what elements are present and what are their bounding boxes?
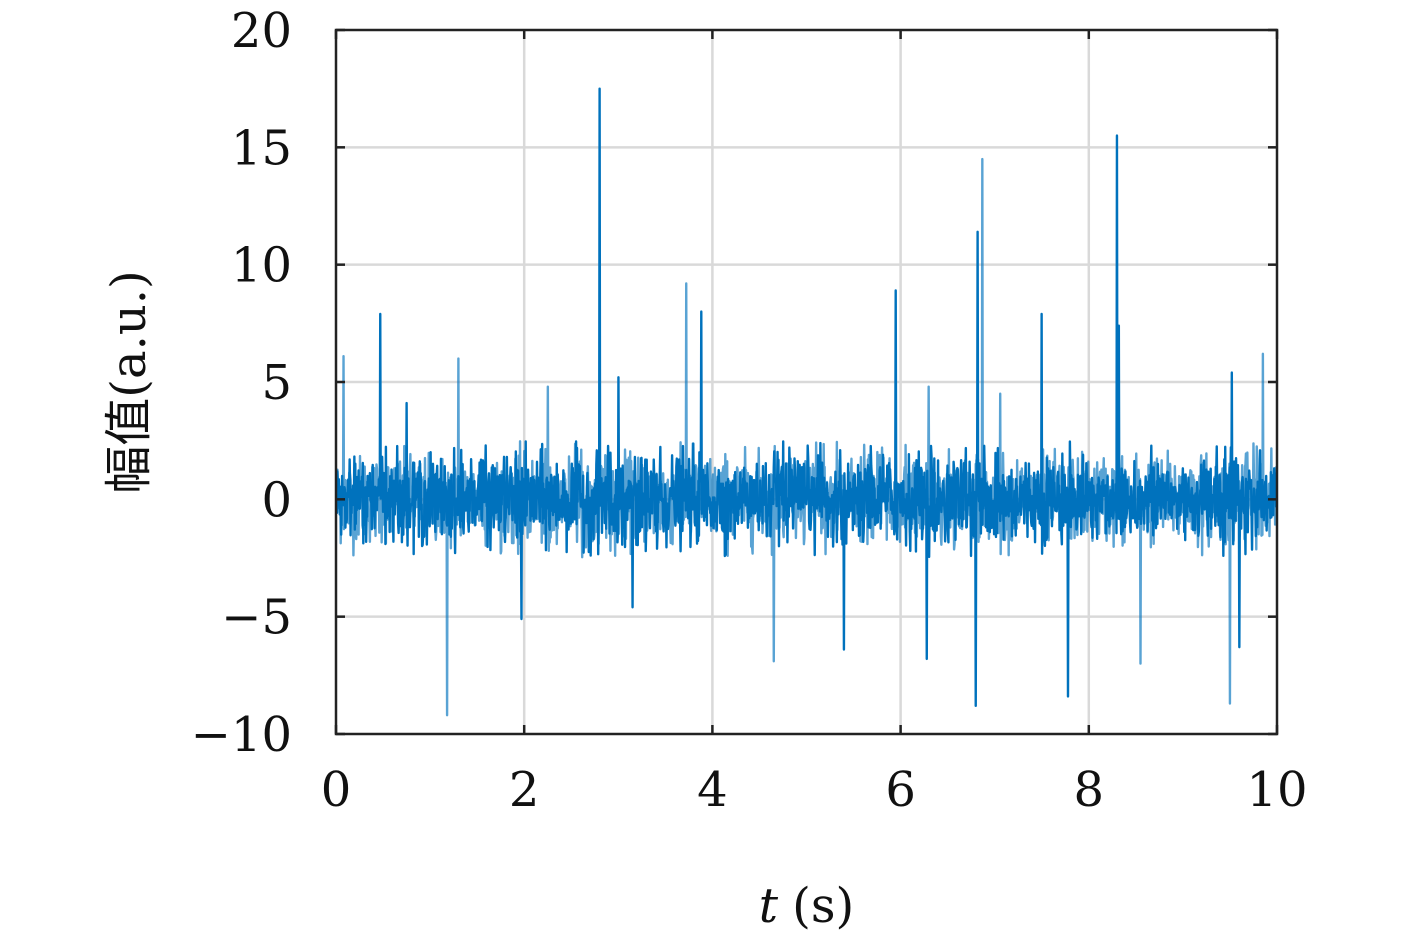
y-tick-labels: 20 15 10 5 0 −5 −10 (191, 3, 292, 763)
y-axis-label: 幅值(a.u.) (101, 270, 157, 494)
y-tick-label: 5 (261, 355, 292, 411)
series-line-1 (336, 157, 1277, 717)
plot-area (336, 87, 1277, 717)
x-tick-label: 2 (509, 762, 540, 818)
y-tick-label: 15 (231, 120, 292, 176)
x-tick-label: 6 (885, 762, 916, 818)
y-tick-label: −5 (221, 590, 292, 646)
grid (336, 30, 1277, 734)
x-tick-labels: 0 2 4 6 8 10 (321, 762, 1308, 818)
x-axis-unit: (s) (792, 878, 854, 934)
x-tick-label: 8 (1074, 762, 1105, 818)
y-tick-label: 20 (231, 3, 292, 59)
y-tick-label: 10 (231, 238, 292, 294)
x-axis-label: t (s) (759, 878, 854, 934)
x-tick-label: 4 (697, 762, 728, 818)
x-tick-label: 0 (321, 762, 352, 818)
x-tick-label: 10 (1246, 762, 1307, 818)
y-tick-label: −10 (191, 707, 292, 763)
series-line-2 (336, 87, 1277, 708)
y-tick-label: 0 (261, 472, 292, 528)
x-axis-variable: t (759, 878, 779, 934)
tick-marks (334, 28, 1279, 736)
